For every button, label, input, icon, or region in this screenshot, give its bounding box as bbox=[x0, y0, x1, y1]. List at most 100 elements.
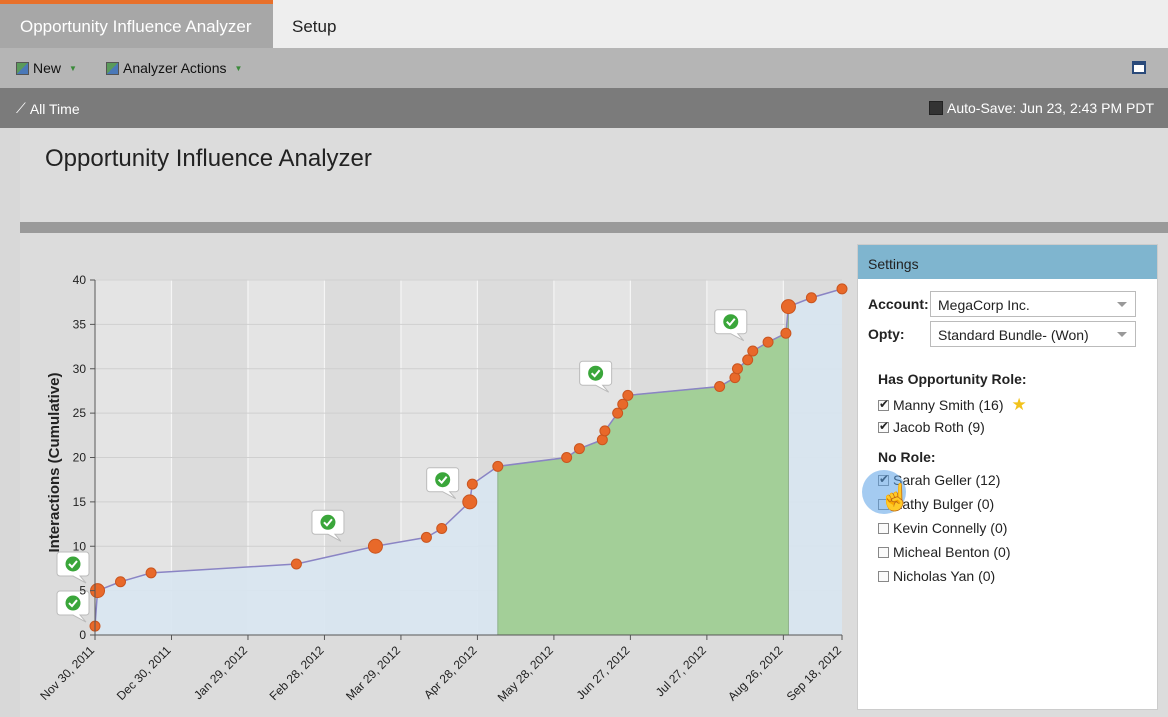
check-circle-icon bbox=[588, 365, 604, 381]
norole-heading: No Role: bbox=[878, 449, 936, 465]
window-icon[interactable] bbox=[1132, 61, 1146, 74]
y-tick-label: 0 bbox=[79, 628, 86, 642]
analyzer-actions-label: Analyzer Actions bbox=[123, 60, 227, 76]
account-select[interactable]: MegaCorp Inc. bbox=[930, 291, 1136, 317]
data-point bbox=[805, 292, 817, 304]
tab-opportunity-influence-analyzer[interactable]: Opportunity Influence Analyzer bbox=[0, 0, 273, 48]
person-label: Sarah Geller (12) bbox=[893, 472, 1001, 488]
person-label: Nicholas Yan (0) bbox=[893, 568, 996, 584]
new-label: New bbox=[33, 60, 62, 76]
data-point bbox=[466, 478, 478, 490]
data-point bbox=[599, 425, 611, 437]
check-circle-icon bbox=[435, 472, 451, 488]
hand-cursor-icon: ☝ bbox=[879, 482, 912, 512]
check-mark-icon bbox=[590, 369, 601, 378]
data-point bbox=[114, 576, 126, 588]
data-point bbox=[436, 523, 448, 534]
filter-icon: ⟋ bbox=[16, 100, 26, 116]
check-mark-icon bbox=[323, 518, 333, 527]
y-tick-label: 20 bbox=[73, 451, 87, 465]
checkbox[interactable] bbox=[878, 570, 889, 582]
time-filter[interactable]: ⟋ All Time bbox=[16, 100, 80, 117]
data-point bbox=[714, 381, 726, 392]
check-circle-icon bbox=[65, 595, 81, 611]
data-point bbox=[462, 494, 478, 510]
data-point bbox=[145, 567, 157, 579]
y-tick-label: 35 bbox=[73, 317, 87, 331]
data-point bbox=[780, 327, 792, 339]
autosave-text: Auto-Save: Jun 23, 2:43 PM PDT bbox=[947, 100, 1154, 116]
filter-bar: ⟋ All Time Auto-Save: Jun 23, 2:43 PM PD… bbox=[0, 88, 1168, 128]
dropdown-arrow-icon: ▼ bbox=[69, 63, 77, 73]
divider bbox=[20, 222, 1168, 233]
opty-select[interactable]: Standard Bundle- (Won) bbox=[930, 321, 1136, 347]
check-mark-icon bbox=[437, 476, 448, 485]
person-checkbox-nicholas-yan[interactable]: Nicholas Yan (0) bbox=[878, 568, 995, 584]
person-checkbox-kevin-connelly[interactable]: Kevin Connelly (0) bbox=[878, 520, 1007, 536]
x-tick-label: Aug 26, 2012 bbox=[725, 643, 786, 704]
x-tick-label: Mar 29, 2012 bbox=[343, 643, 403, 703]
x-tick-label: Apr 28, 2012 bbox=[421, 643, 480, 702]
data-point bbox=[742, 354, 754, 366]
settings-panel: Settings Account: MegaCorp Inc. Opty: St… bbox=[857, 244, 1158, 710]
new-icon bbox=[16, 61, 29, 75]
checkbox[interactable] bbox=[878, 546, 889, 558]
person-label: Kathy Bulger (0) bbox=[893, 496, 995, 512]
check-circle-icon bbox=[65, 556, 81, 572]
tab-setup[interactable]: Setup bbox=[292, 17, 337, 36]
x-tick-label: Jun 27, 2012 bbox=[574, 643, 633, 702]
account-value: MegaCorp Inc. bbox=[938, 297, 1030, 313]
data-point bbox=[492, 460, 504, 472]
check-circle-icon bbox=[723, 314, 739, 330]
x-tick-label: May 28, 2012 bbox=[495, 643, 557, 705]
person-label: Manny Smith (16) bbox=[893, 397, 1004, 413]
data-point bbox=[561, 452, 573, 463]
role-heading: Has Opportunity Role: bbox=[878, 371, 1027, 387]
data-point bbox=[622, 389, 634, 401]
data-point bbox=[612, 407, 624, 419]
y-tick-label: 5 bbox=[79, 584, 86, 598]
data-point bbox=[747, 345, 759, 357]
person-label: Kevin Connelly (0) bbox=[893, 520, 1008, 536]
data-point bbox=[731, 363, 743, 375]
title-panel: Opportunity Influence Analyzer bbox=[20, 128, 1168, 222]
autosave-status: Auto-Save: Jun 23, 2:43 PM PDT bbox=[929, 100, 1154, 116]
page-title: Opportunity Influence Analyzer bbox=[45, 145, 372, 172]
y-tick-label: 25 bbox=[73, 406, 87, 420]
star-icon: ★ bbox=[1011, 395, 1027, 414]
x-tick-label: Dec 30, 2011 bbox=[114, 643, 174, 703]
data-point bbox=[836, 283, 848, 295]
x-tick-label: Nov 30, 2011 bbox=[37, 643, 97, 703]
y-tick-label: 10 bbox=[73, 539, 87, 553]
person-checkbox-manny-smith[interactable]: Manny Smith (16) ★ bbox=[878, 395, 1027, 415]
x-tick-label: Feb 28, 2012 bbox=[267, 643, 327, 703]
data-point bbox=[290, 558, 302, 570]
checkbox[interactable] bbox=[878, 397, 889, 411]
x-tick-label: Jul 27, 2012 bbox=[653, 643, 709, 699]
save-disk-icon bbox=[929, 101, 943, 115]
new-button[interactable]: New ▼ bbox=[16, 60, 77, 76]
person-label: Micheal Benton (0) bbox=[893, 544, 1011, 560]
person-checkbox-micheal-benton[interactable]: Micheal Benton (0) bbox=[878, 544, 1011, 560]
data-point bbox=[367, 538, 383, 554]
data-point bbox=[762, 336, 774, 348]
influence-chart: 0 5 10 15 20 25 30 35 40 Nov 30, 2011 Dec 30, 2011… bbox=[37, 273, 848, 705]
data-point bbox=[780, 299, 796, 315]
analyzer-actions-button[interactable]: Analyzer Actions ▼ bbox=[106, 60, 242, 76]
check-mark-icon bbox=[68, 560, 78, 569]
y-tick-label: 40 bbox=[73, 273, 87, 287]
toolbar: New ▼ Analyzer Actions ▼ bbox=[0, 48, 1168, 88]
check-mark-icon bbox=[726, 318, 736, 327]
checkbox[interactable] bbox=[878, 522, 889, 534]
tab-bar: Opportunity Influence Analyzer Setup bbox=[0, 0, 1168, 48]
x-tick-label: Jan 29, 2012 bbox=[191, 643, 250, 702]
settings-header: Settings bbox=[858, 245, 1157, 279]
chevron-down-icon bbox=[1117, 332, 1127, 337]
checkbox[interactable] bbox=[878, 419, 889, 433]
chevron-down-icon bbox=[1117, 302, 1127, 307]
opty-label: Opty: bbox=[868, 326, 905, 342]
opty-value: Standard Bundle- (Won) bbox=[938, 327, 1089, 343]
data-point bbox=[573, 443, 585, 455]
data-point bbox=[420, 531, 432, 543]
person-checkbox-jacob-roth[interactable]: Jacob Roth (9) bbox=[878, 419, 985, 435]
